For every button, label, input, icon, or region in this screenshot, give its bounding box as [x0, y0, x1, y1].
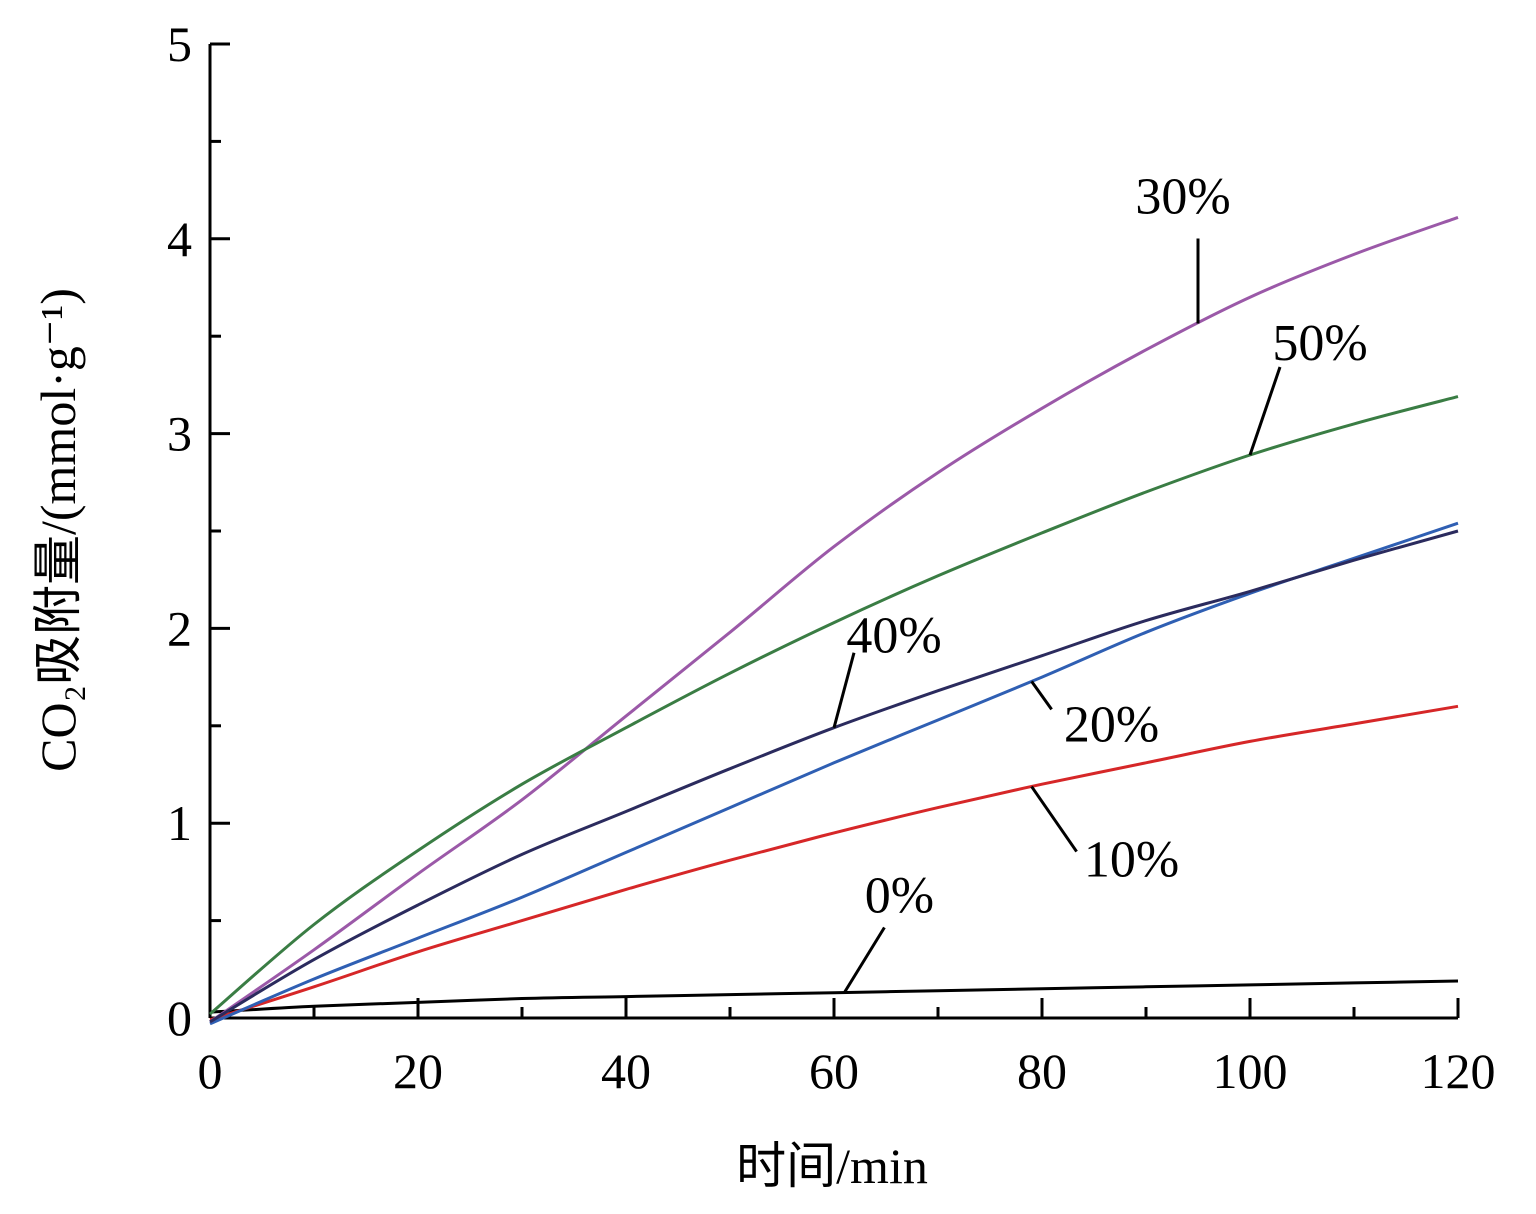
axes: 0 20 40 60 80 100 120 0 1 2 3 4 5	[167, 16, 1496, 1099]
series-line-40pct	[209, 529, 1459, 1024]
series-label-40pct: 40%	[846, 608, 941, 665]
series-labels: 30% 50% 40% 20% 10% 0%	[832, 169, 1368, 994]
y-tick-label: 0	[167, 990, 192, 1046]
x-tick-label: 100	[1213, 1043, 1288, 1099]
series-line-50pct	[209, 395, 1459, 1016]
series-label-30pct: 30%	[1135, 169, 1230, 226]
label-leader-line	[1030, 680, 1053, 711]
series-line-0pct	[209, 979, 1459, 1014]
y-tick-label: 2	[167, 600, 192, 656]
x-tick-label: 60	[809, 1043, 859, 1099]
series-line-10pct	[209, 704, 1459, 1022]
y-tick-label: 5	[167, 16, 192, 72]
x-tick-label: 0	[198, 1043, 223, 1099]
y-tick-label: 3	[167, 406, 192, 462]
label-leader-line	[832, 652, 856, 729]
label-leader-line	[843, 926, 886, 994]
y-tick-label: 4	[167, 211, 192, 267]
series-label-20pct: 20%	[1064, 696, 1159, 753]
series-label-0pct: 0%	[865, 867, 934, 924]
x-tick-label: 20	[393, 1043, 443, 1099]
series-line-30pct	[209, 215, 1459, 1024]
series-layer	[209, 215, 1459, 1026]
x-axis-label: 时间/min	[736, 1138, 928, 1194]
series-line-20pct	[209, 521, 1459, 1026]
series-label-10pct: 10%	[1084, 832, 1179, 889]
y-axis-label: CO₂吸附量/(mmol·g⁻¹)	[30, 288, 86, 772]
label-leader-line	[1248, 366, 1282, 456]
x-tick-label: 120	[1421, 1043, 1496, 1099]
label-leader-line	[1030, 785, 1078, 853]
series-label-50pct: 50%	[1272, 315, 1367, 372]
x-tick-label: 40	[601, 1043, 651, 1099]
y-tick-label: 1	[167, 795, 192, 851]
x-tick-label: 80	[1017, 1043, 1067, 1099]
